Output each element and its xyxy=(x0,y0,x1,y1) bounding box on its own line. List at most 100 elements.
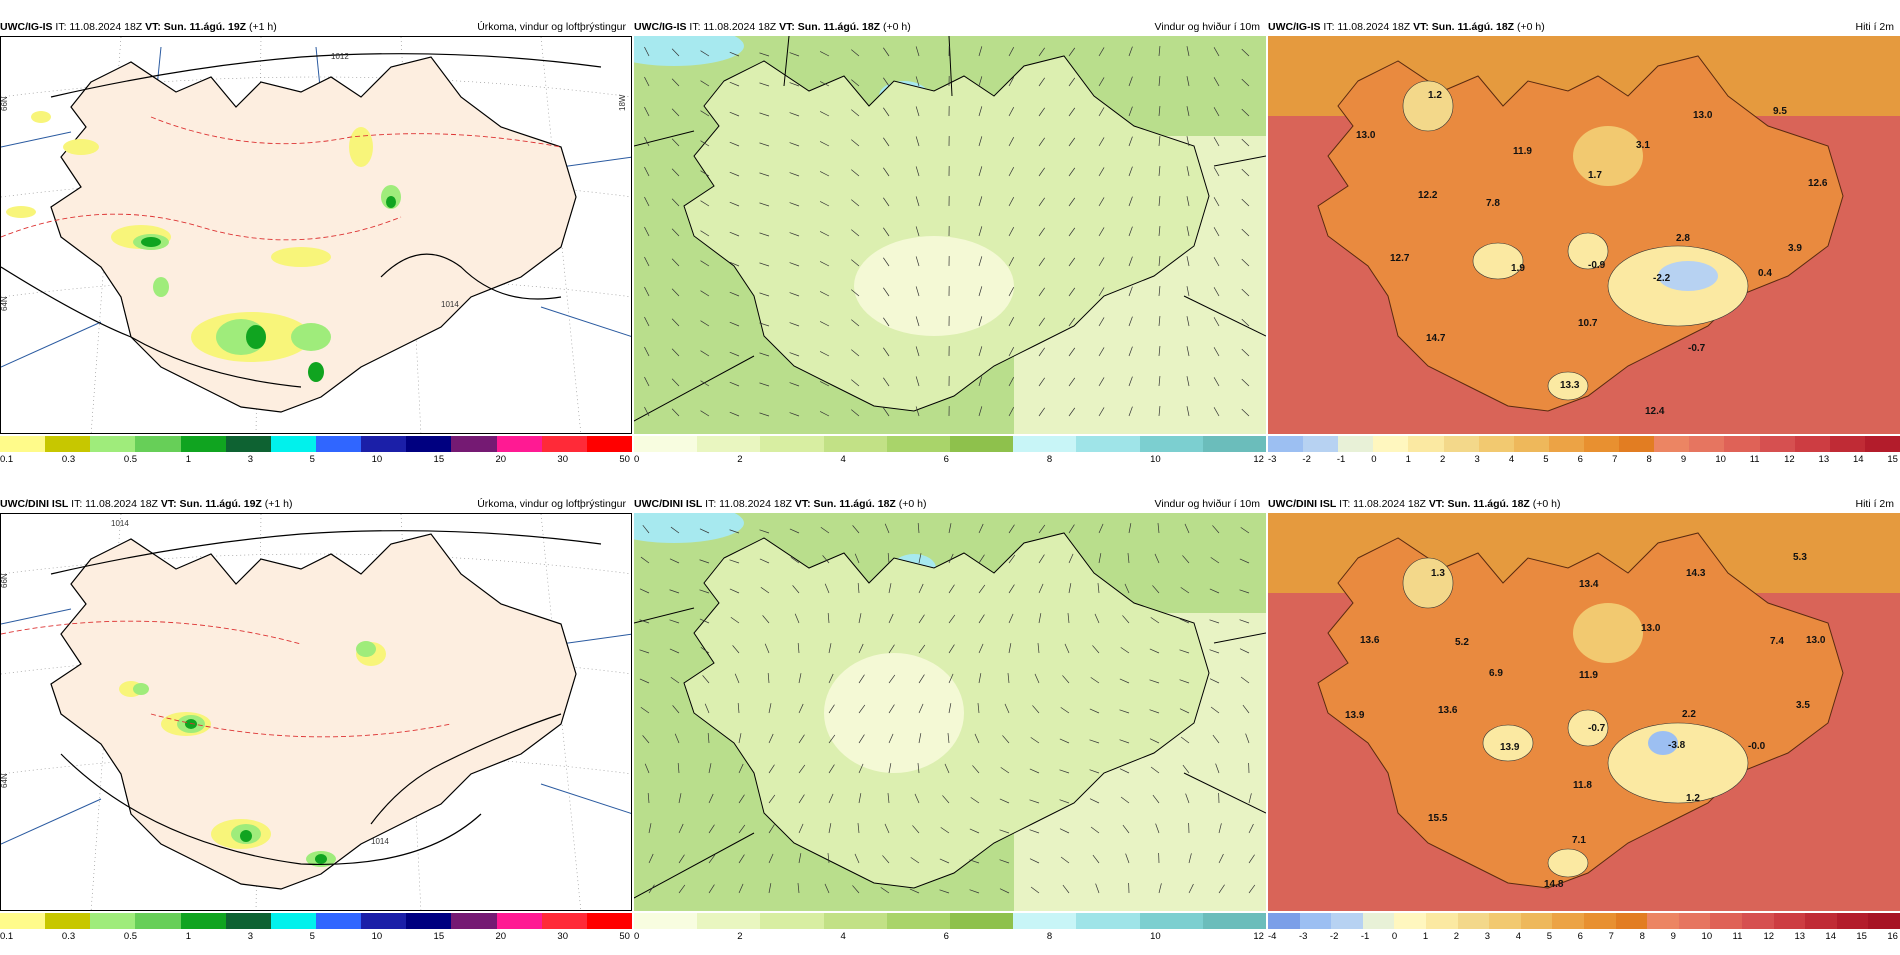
colorbar-swatch xyxy=(1076,913,1139,929)
temp-value-label: 13.9 xyxy=(1500,742,1520,753)
panel-header: UWC/DINI ISL IT: 11.08.2024 18Z VT: Sun.… xyxy=(634,495,1264,513)
temp-value-label: 1.9 xyxy=(1511,263,1525,274)
init-time: IT: 11.08.2024 18Z xyxy=(55,21,142,33)
colorbar-tick: 8 xyxy=(1646,454,1651,465)
colorbar-tick: 15 xyxy=(1856,931,1867,942)
model-name: UWC/DINI ISL xyxy=(634,498,702,510)
graticule-label: 64N xyxy=(1,773,9,788)
colorbar-swatch xyxy=(1760,436,1795,452)
init-time: IT: 11.08.2024 18Z xyxy=(705,498,792,510)
init-time: IT: 11.08.2024 18Z xyxy=(689,21,776,33)
panel-header: UWC/IG-IS IT: 11.08.2024 18Z VT: Sun. 11… xyxy=(0,18,630,36)
colorbar-swatch xyxy=(1552,913,1584,929)
colorbar-tick: 8 xyxy=(1047,931,1052,942)
panel-title: Úrkoma, vindur og loftþrýstingur xyxy=(477,18,626,36)
colorbar-swatch xyxy=(1338,436,1373,452)
colorbar-tick: 3 xyxy=(248,454,253,465)
colorbar-swatch xyxy=(451,913,496,929)
panel-title: Hiti í 2m xyxy=(1855,18,1894,36)
init-time: IT: 11.08.2024 18Z xyxy=(1339,498,1426,510)
colorbar-swatch xyxy=(1647,913,1679,929)
colorbar-tick: 6 xyxy=(944,931,949,942)
temp-value-label: 11.9 xyxy=(1579,670,1598,681)
colorbar-tick: -1 xyxy=(1337,454,1345,465)
colorbar-swatch xyxy=(634,436,697,452)
isobar-label: 1014 xyxy=(371,837,389,846)
colorbar-tick: 0 xyxy=(634,454,639,465)
colorbar-tick: 0.1 xyxy=(0,931,13,942)
colorbar-tick: -4 xyxy=(1268,931,1276,942)
panel-title: Úrkoma, vindur og loftþrýstingur xyxy=(477,495,626,513)
colorbar-swatch xyxy=(226,436,271,452)
valid-time: VT: Sun. 11.ágú. 18Z xyxy=(795,498,896,510)
colorbar-tick: 15 xyxy=(434,931,445,942)
isobar-label: 1014 xyxy=(441,300,459,309)
colorbar-swatch xyxy=(45,913,90,929)
temp-value-label: 13.6 xyxy=(1438,705,1458,716)
colorbar-tick: 2 xyxy=(737,454,742,465)
colorbar-tick: 15 xyxy=(434,454,445,465)
colorbar-tick: 8 xyxy=(1640,931,1645,942)
colorbar-tick: 11 xyxy=(1750,454,1760,465)
temp-value-label: 1.3 xyxy=(1431,568,1445,579)
colorbar-swatch xyxy=(1584,913,1616,929)
colorbar-tick: 3 xyxy=(248,931,253,942)
temp-value-label: 1.2 xyxy=(1428,90,1442,101)
colorbar-tick: 12 xyxy=(1763,931,1774,942)
colorbar-swatch xyxy=(1331,913,1363,929)
colorbar-tick: 12 xyxy=(1253,931,1264,942)
panel-header: UWC/DINI ISL IT: 11.08.2024 18Z VT: Sun.… xyxy=(0,495,630,513)
temp-value-label: -0.7 xyxy=(1588,723,1606,734)
model-name: UWC/IG-IS xyxy=(1268,21,1321,33)
colorbar-tick: 0 xyxy=(1392,931,1397,942)
temp-value-label: -0.7 xyxy=(1688,343,1706,354)
valid-time: VT: Sun. 11.ágú. 19Z xyxy=(161,498,262,510)
colorbar-swatch xyxy=(1865,436,1900,452)
colorbar-swatch xyxy=(1837,913,1869,929)
temp-value-label: 12.7 xyxy=(1390,253,1410,264)
graticule-label: 18W xyxy=(618,94,627,111)
colorbar-swatch xyxy=(887,436,950,452)
colorbar-swatch xyxy=(824,913,887,929)
colorbar-swatch xyxy=(497,913,542,929)
colorbar-swatch xyxy=(316,436,361,452)
colorbar-tick: 4 xyxy=(840,931,845,942)
precip-panel-top: UWC/IG-IS IT: 11.08.2024 18Z VT: Sun. 11… xyxy=(0,18,632,478)
colorbar-swatch xyxy=(950,913,1013,929)
graticule-label: 66N xyxy=(1,573,9,588)
temp-value-label: 14.7 xyxy=(1426,333,1446,344)
colorbar-swatch xyxy=(824,436,887,452)
wind-panel-top: UWC/IG-IS IT: 11.08.2024 18Z VT: Sun. 11… xyxy=(634,18,1266,478)
wind-panel-bottom: UWC/DINI ISL IT: 11.08.2024 18Z VT: Sun.… xyxy=(634,495,1266,955)
colorbar-tick: 14 xyxy=(1853,454,1864,465)
colorbar-swatch xyxy=(1140,913,1203,929)
colorbar-tick: 0.5 xyxy=(124,454,137,465)
colorbar-tick: 2 xyxy=(1454,931,1459,942)
temp-value-label: 5.3 xyxy=(1793,552,1807,563)
colorbar-tick: 5 xyxy=(310,931,315,942)
colorbar-tick: 3 xyxy=(1485,931,1490,942)
colorbar-swatch xyxy=(587,913,632,929)
colorbar-swatch xyxy=(497,436,542,452)
colorbar-swatch xyxy=(1013,436,1076,452)
colorbar-swatch xyxy=(697,436,760,452)
colorbar-tick: 7 xyxy=(1612,454,1617,465)
colorbar-swatch xyxy=(361,436,406,452)
colorbar-swatch xyxy=(634,913,697,929)
precip-map: 1014 1014 66N 64N xyxy=(0,513,632,911)
colorbar-tick: 4 xyxy=(1516,931,1521,942)
colorbar-swatch xyxy=(1426,913,1458,929)
colorbar-tick: 1 xyxy=(186,931,191,942)
colorbar-tick: 12 xyxy=(1784,454,1795,465)
colorbar-swatch xyxy=(226,913,271,929)
colorbar-tick: 30 xyxy=(557,454,568,465)
temp-value-label: 15.5 xyxy=(1428,813,1448,824)
colorbar-swatch xyxy=(271,913,316,929)
panel-title: Hiti í 2m xyxy=(1855,495,1894,513)
colorbar-swatch xyxy=(451,436,496,452)
